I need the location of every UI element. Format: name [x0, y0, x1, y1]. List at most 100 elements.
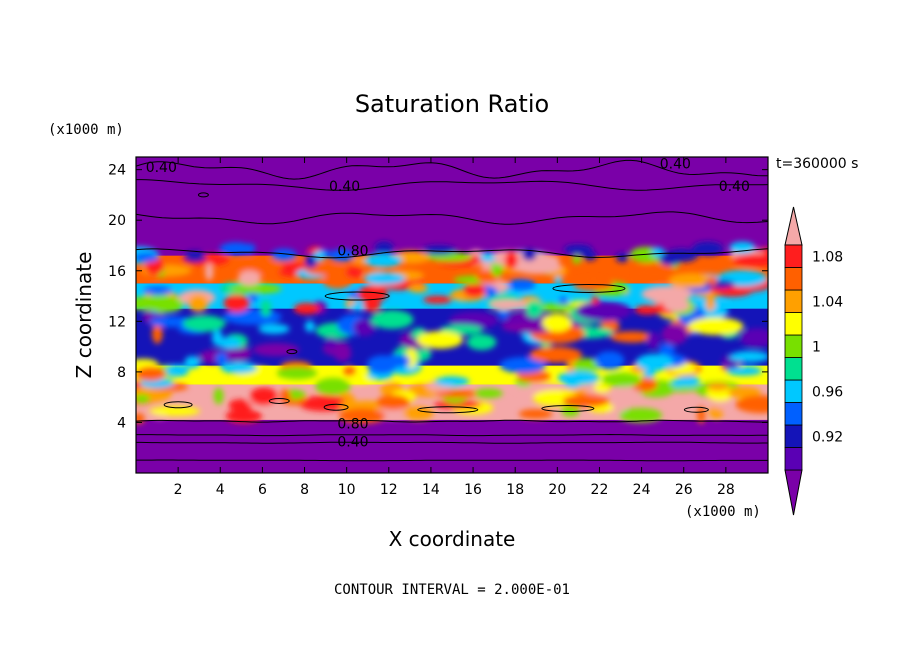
field-blob: [634, 305, 661, 315]
field-blob: [601, 372, 642, 387]
field-blob: [479, 252, 496, 262]
field-blob: [634, 263, 677, 281]
field-blob: [145, 258, 165, 276]
contour-lines: [136, 159, 768, 462]
field-blob: [518, 409, 553, 419]
field-blob: [184, 356, 201, 369]
field-blob: [370, 310, 414, 329]
contour-label: 0.80: [337, 417, 368, 433]
colorbar-label: 0.92: [812, 429, 843, 445]
colorbar-label: 1.08: [812, 249, 843, 265]
field-blob: [234, 259, 283, 275]
field-blob: [271, 248, 297, 262]
colorbar-bin: [784, 424, 803, 448]
x-tick-label: 14: [422, 482, 440, 498]
field-blob: [313, 250, 326, 262]
x-axis-ticks: 2 4 6 8 10 12 14 16 18 20 22 24 26 28: [174, 157, 735, 498]
field-blob: [499, 357, 547, 374]
field-blob: [325, 336, 337, 350]
field-blob: [416, 331, 464, 349]
field-blob: [136, 366, 166, 382]
field-blob: [223, 294, 250, 313]
y-tick-label: 8: [117, 365, 126, 381]
x-tick-label: 26: [675, 482, 693, 498]
field-blob: [305, 264, 349, 276]
y-tick-label: 12: [108, 314, 126, 330]
field-blob: [408, 283, 429, 293]
field-blob: [665, 248, 699, 263]
field-band: [136, 419, 768, 473]
x-tick-label: 28: [717, 482, 735, 498]
contour-line: [136, 179, 768, 191]
field-blob: [542, 313, 572, 332]
colorbar-bin: [784, 289, 803, 313]
field-blob: [363, 300, 381, 312]
colorbar-bin: [784, 402, 803, 426]
contour-loop: [323, 403, 349, 411]
field-blob: [688, 317, 744, 336]
contour-label: 0.40: [146, 160, 177, 176]
field-blob: [276, 366, 318, 380]
field-band: [136, 157, 768, 256]
field-blob: [374, 241, 394, 254]
field-blob: [708, 275, 718, 286]
field-blob: [376, 394, 410, 410]
field-blob: [512, 258, 561, 275]
contour-line: [136, 211, 768, 225]
field-blob: [149, 316, 193, 328]
field-blob: [305, 395, 345, 407]
colorbar-bin: [784, 244, 803, 268]
colorbar-bin: [784, 312, 803, 336]
field-blob: [363, 272, 406, 285]
field-blob: [563, 373, 583, 389]
field-blob: [646, 331, 661, 349]
y-tick-label: 24: [108, 163, 126, 179]
x-tick-label: 12: [380, 482, 398, 498]
field-blob: [152, 323, 163, 344]
field-blob: [651, 247, 664, 257]
time-label: t=360000 s: [776, 156, 858, 172]
field-blob: [561, 404, 580, 417]
field-blob: [136, 394, 151, 404]
field-blob: [583, 251, 597, 261]
field-blob: [422, 245, 456, 255]
field-blob: [590, 295, 600, 305]
field-blob: [562, 394, 609, 408]
field-blob: [729, 350, 768, 363]
contour-line: [136, 459, 768, 462]
field-blob: [225, 409, 262, 423]
y-tick-label: 4: [117, 415, 126, 431]
contour-label: 0.40: [337, 434, 368, 450]
field-blob: [635, 354, 674, 371]
field-blob: [473, 388, 503, 399]
field-blob: [554, 276, 563, 287]
field-blob: [338, 408, 386, 424]
y-axis-ticks: 4 8 12 16 20 24: [108, 163, 768, 431]
field-blob: [188, 294, 209, 312]
field-blob: [322, 273, 353, 289]
field-blob: [529, 346, 583, 363]
contour-line: [136, 441, 768, 444]
x-tick-label: 16: [464, 482, 482, 498]
field-blob: [525, 300, 543, 318]
field-blob: [504, 251, 518, 269]
field-blob: [619, 408, 663, 423]
x-tick-label: 2: [174, 482, 183, 498]
x-unit-label: (x1000 m): [685, 504, 761, 520]
x-tick-label: 22: [591, 482, 609, 498]
field-blob: [522, 248, 537, 261]
contour-loop: [197, 192, 209, 198]
field-blob: [219, 242, 252, 255]
field-blob: [344, 374, 376, 384]
field-blob: [594, 351, 625, 370]
contour-label: 0.40: [329, 179, 360, 195]
field-blob: [422, 295, 453, 304]
field-blob: [353, 318, 376, 337]
field-blob: [668, 272, 715, 288]
contour-loop: [268, 397, 290, 404]
x-tick-label: 6: [258, 482, 267, 498]
colorbar-label: 0.96: [812, 384, 843, 400]
heatmap-field: [136, 157, 768, 473]
field-blob: [697, 406, 706, 424]
field-blob: [230, 283, 282, 294]
